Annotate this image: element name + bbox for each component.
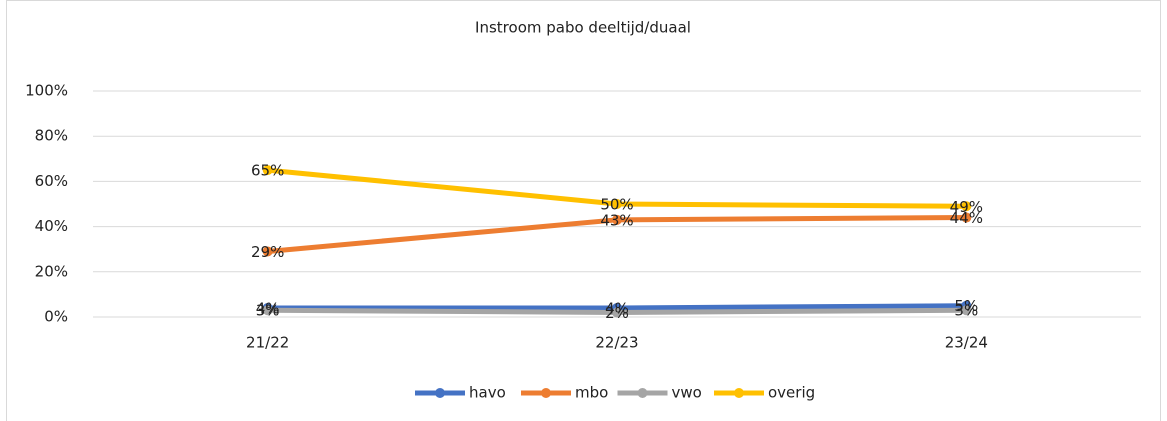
data-label: 5% [954,297,978,315]
data-point [262,305,273,316]
chart-frame [6,0,1161,421]
y-tick-label: 0% [44,308,68,326]
data-point [612,214,622,225]
legend-label: mbo [575,384,608,402]
data-label: 49% [950,198,983,216]
data-point [961,201,972,212]
legend-marker [637,388,648,398]
chart-title: Instroom pabo deeltijd/duaal [475,19,691,37]
data-label: 50% [600,196,633,214]
x-tick-label: 23/24 [945,334,988,352]
data-point [612,199,622,209]
legend-label: havo [469,384,506,402]
data-point [961,305,972,316]
data-label: 43% [600,211,633,229]
legend-marker [734,388,744,398]
y-tick-label: 40% [35,217,68,235]
x-tick-label: 21/22 [246,334,289,352]
data-label: 3% [256,302,280,320]
data-point [612,307,622,318]
y-tick-label: 80% [35,127,68,145]
y-tick-label: 100% [25,82,68,100]
data-label: 3% [954,302,978,320]
legend-marker [435,388,445,398]
legend-label: vwo [672,384,702,402]
data-label: 44% [950,209,983,227]
y-tick-label: 20% [35,262,68,280]
data-point [262,246,273,257]
y-tick-label: 60% [35,172,68,190]
data-point [961,212,972,223]
data-label: 65% [251,162,284,180]
data-label: 4% [256,299,280,317]
data-label: 29% [251,243,284,261]
legend-marker [541,388,551,398]
legend-label: overig [768,384,815,402]
data-label: 2% [605,304,629,322]
data-label: 4% [605,299,629,317]
x-tick-label: 22/23 [595,334,638,352]
data-point [262,165,273,176]
